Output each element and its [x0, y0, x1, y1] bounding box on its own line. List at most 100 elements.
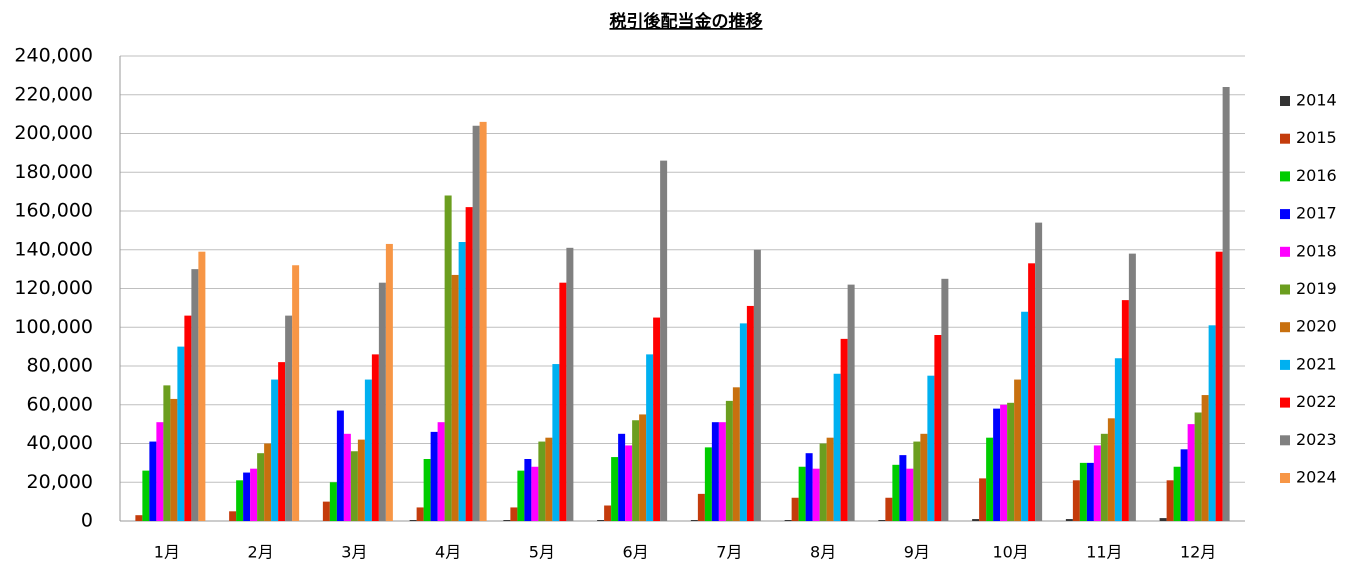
y-tick-label: 100,000 [14, 316, 93, 338]
bar [1021, 311, 1029, 521]
legend-label: 2024 [1296, 468, 1337, 487]
bar [1007, 402, 1015, 521]
bar [336, 410, 344, 521]
bar [1166, 480, 1174, 521]
bar [1086, 462, 1094, 521]
bar [913, 441, 921, 521]
bar [566, 247, 574, 521]
bar [257, 453, 265, 521]
bar [1208, 325, 1216, 521]
legend-label: 2018 [1296, 241, 1337, 260]
bar [646, 354, 654, 521]
bar [690, 520, 698, 521]
bar [465, 207, 473, 521]
bar [819, 443, 827, 521]
bar [559, 282, 567, 521]
bar [329, 482, 337, 521]
bar [1121, 300, 1129, 521]
legend-swatch [1280, 359, 1290, 370]
x-tick-label: 7月 [716, 543, 742, 562]
legend-swatch [1280, 246, 1290, 257]
bar [784, 520, 792, 521]
y-tick-label: 20,000 [27, 471, 93, 493]
y-tick-label: 140,000 [14, 238, 93, 260]
bar [920, 433, 928, 521]
bar [184, 315, 192, 521]
y-tick-label: 220,000 [14, 83, 93, 105]
y-tick-label: 120,000 [14, 277, 93, 299]
chart-title: 税引後配当金の推移 [610, 11, 763, 32]
y-tick-label: 80,000 [27, 355, 93, 377]
bar [1194, 412, 1202, 521]
legend-swatch [1280, 397, 1290, 408]
legend-swatch [1280, 96, 1290, 106]
legend-swatch [1280, 133, 1290, 144]
bar [1093, 445, 1101, 521]
bar [1222, 87, 1230, 521]
x-tick-label: 11月 [1086, 543, 1122, 562]
bar [250, 468, 258, 521]
bar [927, 375, 935, 521]
bar [135, 515, 143, 521]
bar [271, 379, 279, 521]
bar [986, 437, 994, 521]
legend-label: 2014 [1296, 91, 1337, 110]
bar [979, 478, 987, 521]
bar [993, 408, 1001, 521]
y-tick-label: 0 [81, 510, 93, 532]
bar [1014, 379, 1022, 521]
bar [812, 468, 820, 521]
legend-swatch [1280, 171, 1290, 182]
legend-swatch [1280, 435, 1290, 446]
bar [517, 470, 525, 521]
bar [597, 520, 605, 521]
x-tick-label: 3月 [341, 543, 367, 562]
bar [892, 464, 900, 521]
bar [718, 422, 726, 521]
bar [371, 354, 379, 521]
bar [531, 466, 539, 521]
bar [725, 400, 733, 521]
bar [1079, 462, 1087, 521]
bar [1173, 466, 1181, 521]
bar [660, 160, 668, 521]
bar [364, 379, 372, 521]
bar [510, 507, 518, 521]
bar [805, 453, 813, 521]
bar [142, 470, 150, 521]
x-tick-label: 6月 [623, 543, 649, 562]
bar [753, 249, 761, 521]
bar [899, 455, 907, 521]
bar [1035, 222, 1043, 521]
bar [1128, 253, 1136, 521]
bar [1100, 433, 1108, 521]
bar [285, 315, 293, 521]
x-tick-label: 5月 [529, 543, 555, 562]
bar [611, 457, 619, 521]
legend-swatch [1280, 473, 1290, 483]
bar [1114, 358, 1122, 521]
bar [791, 497, 799, 521]
x-tick-label: 12月 [1180, 543, 1216, 562]
bar [545, 437, 553, 521]
legend-label: 2020 [1296, 317, 1337, 336]
bar [625, 445, 633, 521]
bar [1180, 449, 1188, 521]
bar [972, 519, 980, 521]
bar [746, 305, 754, 521]
bar [437, 422, 445, 521]
bar [430, 431, 438, 521]
bar [1028, 263, 1036, 521]
bar [524, 459, 532, 521]
bar [458, 242, 466, 521]
x-tick-label: 4月 [435, 543, 461, 562]
bar [1201, 395, 1209, 521]
bar [632, 420, 640, 521]
bar [264, 443, 272, 521]
bar [378, 282, 386, 521]
y-tick-label: 60,000 [27, 393, 93, 415]
bar [156, 422, 164, 521]
bar [423, 459, 431, 521]
bar [1159, 518, 1167, 521]
bar [697, 493, 705, 521]
